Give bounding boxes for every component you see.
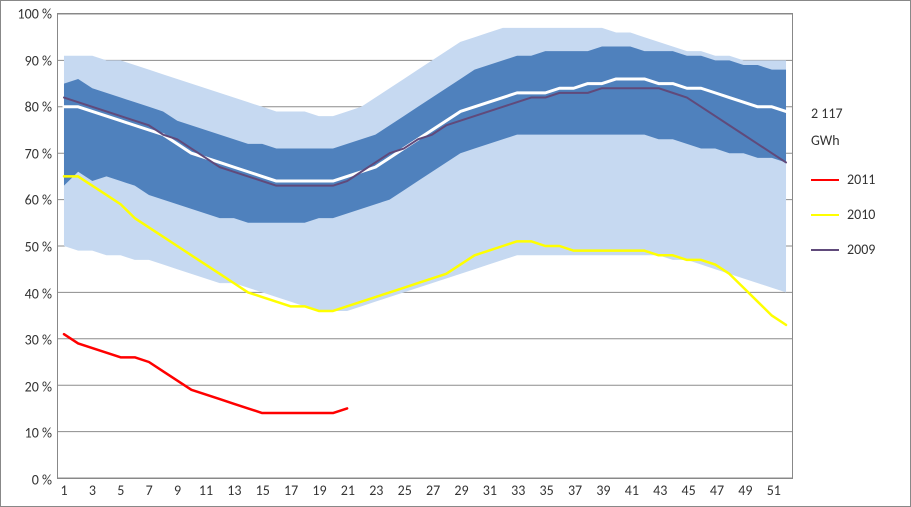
x-tick-label: 21: [341, 478, 355, 499]
y-tick-label: 100 %: [18, 6, 58, 23]
x-tick-label: 37: [568, 478, 582, 499]
x-tick-label: 13: [227, 478, 241, 499]
y-tick-label: 20 %: [25, 378, 58, 395]
legend-label: 2011: [847, 171, 875, 188]
legend: 2 117 GWh 2011 2010 2009: [811, 105, 875, 276]
y-tick-label: 70 %: [25, 145, 58, 162]
y-tick-label: 60 %: [25, 192, 58, 209]
y-tick-label: 40 %: [25, 285, 58, 302]
y-tick-label: 30 %: [25, 332, 58, 349]
legend-swatch: [811, 249, 839, 251]
legend-item-2010: 2010: [811, 206, 875, 223]
chart-frame: 0 % 10 % 20 % 30 % 40 % 50 % 60 % 70 % 80 % 90 % 1…: [0, 0, 911, 507]
x-tick-label: 5: [117, 478, 124, 499]
x-tick-label: 49: [738, 478, 752, 499]
x-tick-label: 51: [767, 478, 781, 499]
x-tick-label: 43: [653, 478, 667, 499]
x-tick-label: 15: [256, 478, 270, 499]
x-tick-label: 39: [596, 478, 610, 499]
legend-unit: GWh: [811, 132, 875, 149]
x-tick-label: 23: [369, 478, 383, 499]
legend-swatch: [811, 179, 839, 181]
x-tick-label: 41: [625, 478, 639, 499]
legend-item-2011: 2011: [811, 171, 875, 188]
plot-area: 0 %10 %20 %30 %40 %50 %60 %70 %80 %90 %1…: [57, 13, 793, 479]
x-tick-label: 17: [284, 478, 298, 499]
x-tick-label: 19: [312, 478, 326, 499]
legend-item-2009: 2009: [811, 241, 875, 258]
x-tick-label: 47: [710, 478, 724, 499]
y-tick-label: 0 %: [32, 472, 58, 489]
y-tick-label: 90 %: [25, 52, 58, 69]
x-tick-label: 35: [540, 478, 554, 499]
x-tick-label: 31: [483, 478, 497, 499]
legend-label: 2010: [847, 206, 875, 223]
y-tick-label: 80 %: [25, 99, 58, 116]
legend-value: 2 117: [811, 105, 875, 122]
x-tick-label: 25: [398, 478, 412, 499]
x-tick-label: 7: [146, 478, 153, 499]
x-tick-label: 29: [454, 478, 468, 499]
legend-label: 2009: [847, 241, 875, 258]
x-tick-label: 3: [89, 478, 96, 499]
y-tick-label: 10 %: [25, 425, 58, 442]
x-tick-label: 33: [511, 478, 525, 499]
x-tick-label: 27: [426, 478, 440, 499]
legend-swatch: [811, 214, 839, 216]
x-tick-label: 11: [199, 478, 213, 499]
x-tick-label: 9: [174, 478, 181, 499]
x-tick-label: 45: [682, 478, 696, 499]
x-tick-label: 1: [60, 478, 67, 499]
y-tick-label: 50 %: [25, 239, 58, 256]
